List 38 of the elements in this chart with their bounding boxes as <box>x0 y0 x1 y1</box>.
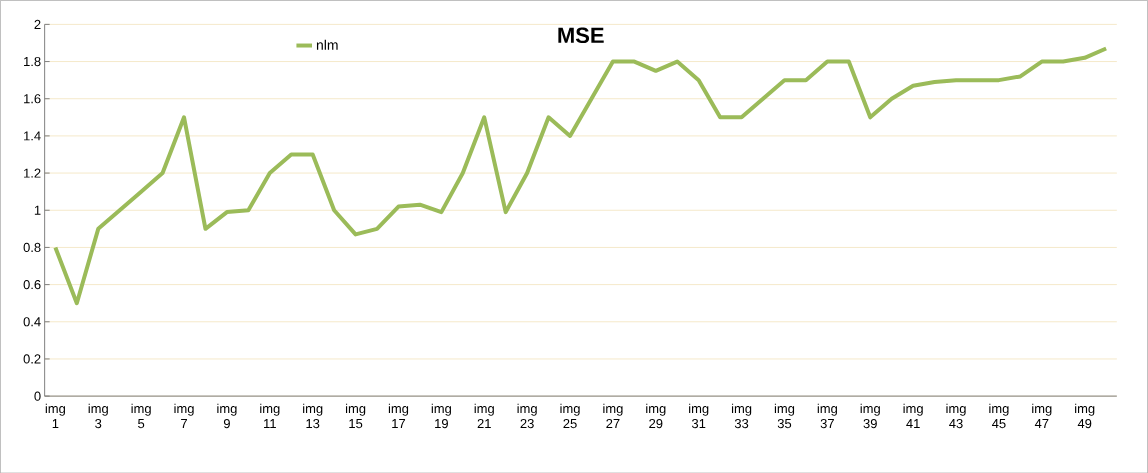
x-tick-label: img 27 <box>603 403 623 428</box>
y-tick-label: 0.4 <box>23 316 41 327</box>
x-tick-label: img 11 <box>260 403 280 428</box>
x-tick-label: img 45 <box>989 403 1009 428</box>
x-tick-label: img 13 <box>303 403 323 428</box>
x-tick-label: img 39 <box>860 403 880 428</box>
x-tick-label: img 9 <box>217 403 237 428</box>
x-tick-label: img 15 <box>345 403 366 428</box>
x-tick-label: img 29 <box>646 403 666 428</box>
y-tick-label: 1.6 <box>24 93 41 104</box>
x-tick-label: img 33 <box>731 403 752 428</box>
x-tick-label: img 35 <box>774 403 795 428</box>
y-tick-label: 1.2 <box>24 168 41 178</box>
x-tick-label: img 1 <box>45 403 65 428</box>
y-tick-label: 1 <box>34 205 41 215</box>
x-tick-label: img 3 <box>88 403 108 428</box>
chart-title: MSE <box>558 27 604 43</box>
x-tick-label: img 5 <box>131 403 151 428</box>
x-tick-label: img 49 <box>1075 403 1095 428</box>
y-tick-label: 0.6 <box>23 279 41 289</box>
y-tick-label: 0 <box>34 391 41 401</box>
y-tick-label: 1.8 <box>24 56 41 66</box>
x-tick-label: img 17 <box>388 403 409 428</box>
x-tick-label: img 37 <box>817 403 837 428</box>
x-tick-label: img 41 <box>903 403 923 428</box>
x-tick-label: img 43 <box>946 403 966 428</box>
legend-label: nlm <box>316 39 338 50</box>
y-tick-label: 2 <box>34 19 41 29</box>
x-tick-label: img 19 <box>431 403 451 428</box>
x-tick-label: img 31 <box>689 403 709 428</box>
y-tick-label: 0.8 <box>23 242 41 252</box>
x-tick-label: img 47 <box>1032 403 1052 428</box>
x-tick-label: img 7 <box>174 403 194 428</box>
y-tick-label: 0.2 <box>23 354 41 364</box>
x-tick-label: img 21 <box>474 403 494 428</box>
y-tick-label: 1.4 <box>24 131 41 141</box>
x-tick-label: img 25 <box>560 403 580 428</box>
x-tick-label: img 23 <box>517 403 537 428</box>
